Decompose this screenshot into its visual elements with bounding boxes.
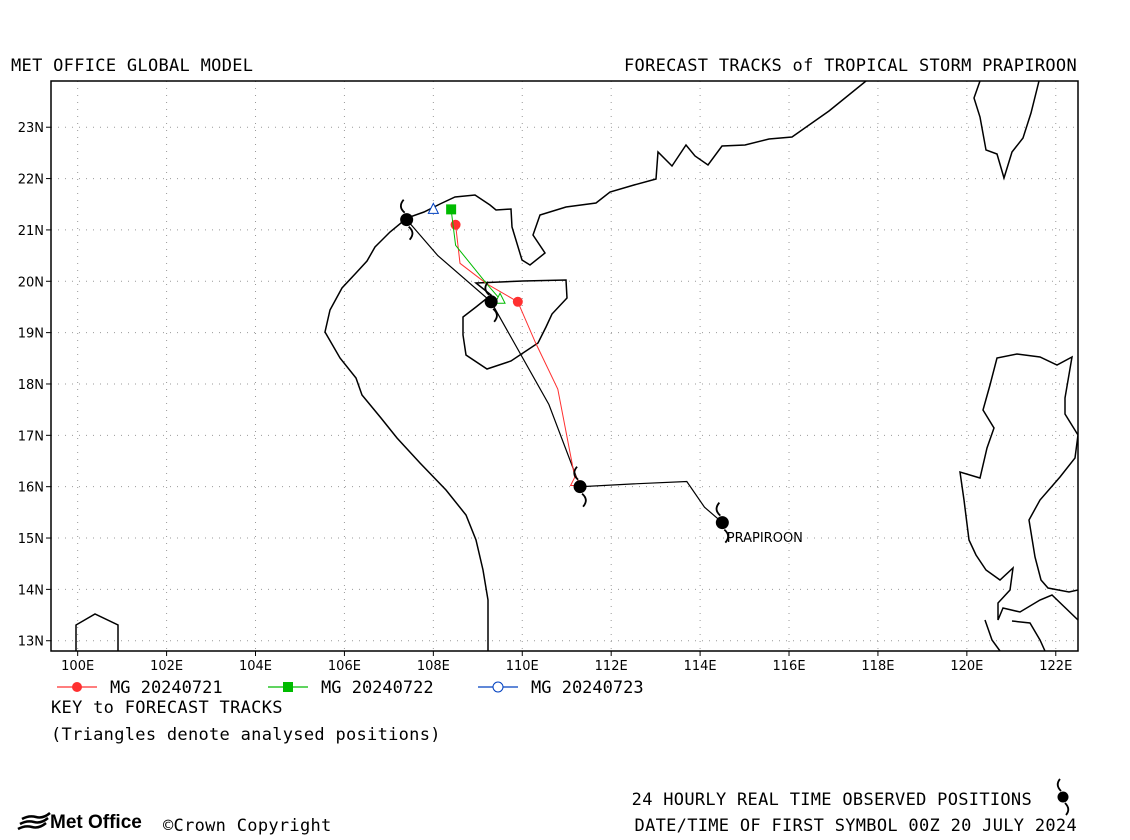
copyright-label: ©Crown Copyright [163, 816, 332, 836]
axis-ticks: 100E 102E 104E 106E 108E 110E 112E 114E 116E 118E… [18, 121, 1073, 674]
tropical-storm-icon [484, 281, 498, 323]
storm-arm [723, 528, 729, 544]
tracks-layer: PRAPIROON [400, 199, 803, 546]
x-tick-label: 114E [684, 659, 717, 674]
coastlines [75, 81, 1078, 651]
y-tick-label: 23N [18, 121, 44, 136]
observed-symbol-key [1056, 778, 1070, 816]
forecast-end-marker [450, 219, 461, 230]
storm-name-label: PRAPIROON [727, 531, 803, 546]
storm-arm [492, 308, 498, 323]
coastline-taiwan [973, 81, 1040, 181]
coastline-bottom-left [75, 613, 119, 651]
storm-eye [400, 213, 414, 227]
x-tick-label: 106E [328, 659, 361, 674]
legend: MG 20240721 MG 20240722 MG 20240723 [57, 678, 644, 698]
x-tick-label: 110E [506, 659, 539, 674]
legend-marker [492, 681, 504, 693]
legend-label: MG 20240722 [321, 678, 434, 698]
x-tick-label: 100E [61, 659, 94, 674]
x-tick-label: 116E [773, 659, 806, 674]
storm-arm [581, 492, 587, 508]
y-tick-label: 17N [18, 429, 44, 444]
forecast-marker [512, 296, 523, 307]
storm-eye [573, 480, 587, 494]
y-tick-label: 22N [18, 173, 44, 188]
storm-arm [408, 225, 414, 241]
x-tick-label: 104E [239, 659, 272, 674]
forecast-track-line [450, 209, 501, 300]
observed-positions-label: 24 HOURLY REAL TIME OBSERVED POSITIONS [631, 790, 1032, 810]
y-tick-label: 19N [18, 327, 44, 342]
coastline-hainan [462, 279, 568, 370]
legend-label: MG 20240723 [531, 678, 644, 698]
x-tick-label: 120E [950, 659, 983, 674]
tropical-storm-icon [573, 466, 587, 508]
tropical-storm-icon [715, 502, 729, 544]
storm-arm [715, 502, 721, 517]
forecast-end-marker [446, 204, 457, 215]
met-office-logo-text: Met Office [50, 812, 142, 833]
datetime-label: DATE/TIME OF FIRST SYMBOL 00Z 20 JULY 20… [634, 816, 1077, 836]
met-office-wave-icon [17, 812, 51, 831]
y-tick-label: 16N [18, 481, 44, 496]
observed-track-line [406, 219, 723, 524]
storm-arm [573, 466, 579, 481]
chart-title: FORECAST TRACKS of TROPICAL STORM PRAPIR… [624, 56, 1077, 76]
x-tick-label: 122E [1039, 659, 1072, 674]
x-tick-label: 118E [861, 659, 894, 674]
model-title: MET OFFICE GLOBAL MODEL [11, 56, 254, 76]
legend-marker [72, 682, 82, 692]
analysed-position-triangle [427, 202, 440, 214]
legend-key-title: KEY to FORECAST TRACKS [51, 698, 283, 718]
legend-marker [283, 682, 293, 692]
storm-arm [400, 199, 406, 214]
storm-eye [484, 295, 498, 309]
forecast-track-line [455, 224, 577, 482]
tropical-storm-icon [1056, 778, 1070, 816]
coastline-mindoro [984, 619, 1046, 651]
grid-lines [51, 81, 1078, 651]
y-tick-label: 20N [18, 275, 44, 290]
coastline-vietnam-china [324, 81, 867, 651]
legend-label: MG 20240721 [110, 678, 223, 698]
y-tick-label: 21N [18, 224, 44, 239]
y-tick-label: 13N [18, 635, 44, 650]
legend-key-note: (Triangles denote analysed positions) [51, 725, 441, 745]
plot-frame [50, 80, 1079, 652]
y-tick-label: 14N [18, 583, 44, 598]
coastline-luzon [959, 353, 1078, 621]
y-tick-label: 18N [18, 378, 44, 393]
x-tick-label: 108E [417, 659, 450, 674]
tropical-storm-icon [400, 199, 414, 241]
x-tick-label: 102E [150, 659, 183, 674]
y-tick-label: 15N [18, 532, 44, 547]
storm-eye [715, 516, 729, 530]
x-tick-label: 112E [595, 659, 628, 674]
storm-arm [484, 281, 490, 296]
